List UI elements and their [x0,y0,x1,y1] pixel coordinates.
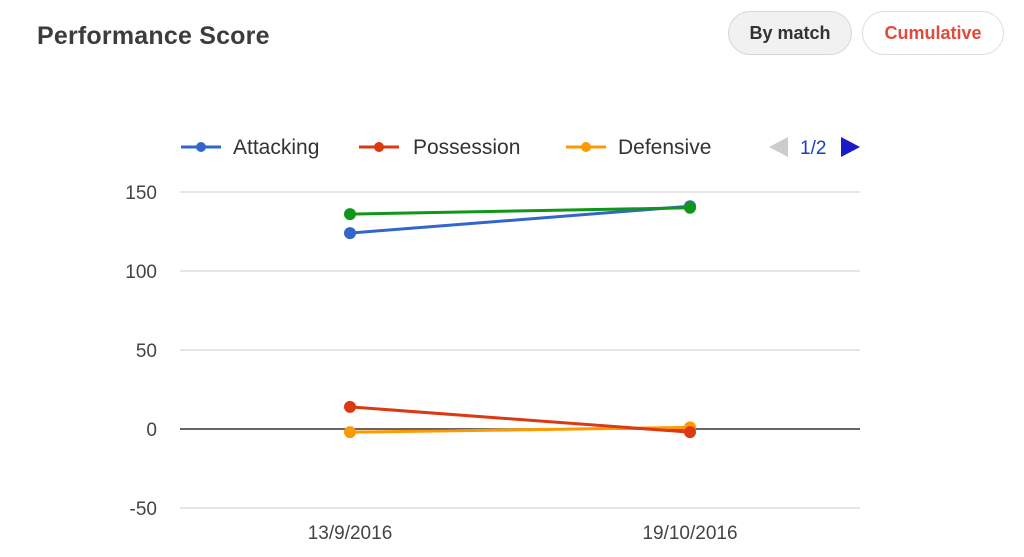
pager-next-icon[interactable] [841,137,860,157]
data-point-attacking[interactable] [344,227,356,240]
x-axis-ticks: 13/9/2016 19/10/2016 [308,523,738,544]
cumulative-button[interactable]: Cumulative [862,11,1004,55]
series-unlabeled [344,201,696,221]
legend: Attacking Possession Defensive 1/2 [181,136,860,159]
pager-label: 1/2 [800,138,826,159]
y-tick-label: 100 [125,262,157,283]
data-point-possession[interactable] [344,400,356,413]
legend-item-attacking[interactable]: Attacking [181,136,319,159]
legend-label-possession: Possession [413,136,520,159]
grid-lines [180,191,860,509]
series-line-possession [349,405,691,434]
y-tick-label: 150 [125,183,157,204]
y-tick-label: 50 [136,341,157,362]
page-title: Performance Score [37,22,270,50]
legend-item-defensive[interactable]: Defensive [566,136,711,159]
data-point-defensive[interactable] [344,426,356,439]
y-tick-label: 0 [146,420,157,441]
legend-label-attacking: Attacking [233,136,319,159]
by-match-button[interactable]: By match [728,11,852,55]
data-point-unlabeled[interactable] [684,201,696,214]
x-tick-label: 19/10/2016 [642,523,737,544]
data-point-unlabeled[interactable] [344,208,356,221]
series-possession [344,400,696,439]
series-attacking [344,200,696,240]
series-line-attacking [349,204,691,235]
legend-label-defensive: Defensive [618,136,711,159]
data-point-possession[interactable] [684,426,696,439]
series-group [344,200,696,439]
pager-prev-icon[interactable] [769,137,788,157]
legend-item-possession[interactable]: Possession [359,136,520,159]
series-line-unlabeled [349,206,691,216]
x-tick-label: 13/9/2016 [308,523,393,544]
y-tick-label: -50 [130,499,157,520]
y-axis-ticks: 150 100 50 0 -50 [125,183,157,520]
